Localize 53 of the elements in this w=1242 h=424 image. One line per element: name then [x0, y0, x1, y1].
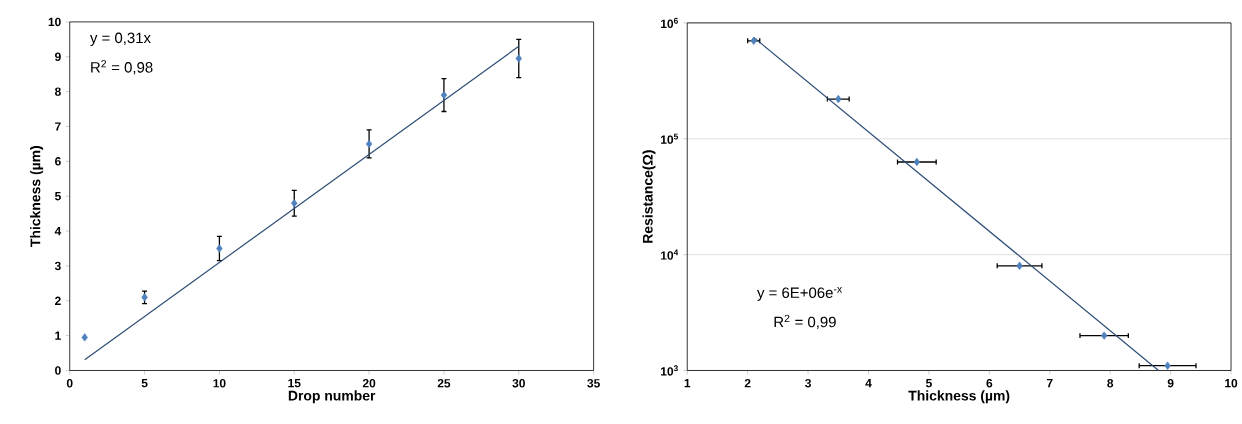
y-tick-label: 4	[54, 226, 62, 236]
x-tick-label: 8	[1107, 378, 1114, 388]
y-tick-label: 8	[54, 87, 61, 96]
y-tick-label: 10$^{4}$	[661, 249, 679, 260]
y-tick-label: 5	[54, 191, 61, 201]
annotation: y = 6E+06e$^{-x}$	[757, 286, 843, 301]
point	[365, 139, 373, 148]
point	[913, 157, 921, 167]
x-tick-label: 1	[684, 378, 691, 388]
x-tick-label: 25	[437, 378, 451, 388]
x-tick-label: 9	[1167, 378, 1174, 388]
point	[291, 198, 298, 208]
point	[515, 54, 522, 63]
x-tick-label: 4	[865, 378, 872, 388]
point	[440, 90, 448, 100]
y-tick-label: 10$^{6}$	[661, 17, 678, 28]
x-tick-label: 2	[744, 378, 751, 388]
point	[1164, 361, 1171, 370]
y-axis-title: Thickness (µm)	[30, 145, 44, 247]
x-tick-label: 30	[512, 378, 525, 388]
annotation: R$^{2}$ = 0,99	[774, 314, 836, 329]
point	[835, 94, 842, 104]
point	[750, 36, 757, 45]
point	[81, 333, 88, 342]
x-tick-label: 35	[587, 378, 600, 388]
point	[1100, 331, 1108, 340]
x-tick-label: 6	[986, 378, 993, 388]
y-tick-label: 6	[55, 156, 61, 166]
y-tick-label: 10$^{5}$	[661, 133, 679, 144]
y-tick-label: 0	[55, 366, 61, 375]
y-tick-label: 9	[55, 52, 61, 61]
point	[216, 244, 223, 253]
x-tick-label: 3	[805, 378, 811, 388]
x-axis-title: Drop number	[288, 390, 376, 404]
y-tick-label: 1	[55, 331, 61, 340]
y-tick-label: 10$^{3}$	[661, 365, 678, 376]
y-tick-label: 10	[48, 17, 61, 27]
y-tick-label: 2	[55, 296, 61, 305]
x-tick-label: 15	[288, 378, 301, 388]
x-tick-label: 5	[141, 378, 148, 388]
annotation: y = 0,31x	[89, 32, 151, 46]
point	[1016, 261, 1023, 270]
x-tick-label: 10	[1225, 378, 1238, 388]
y-axis-title: Resistance(Ω)	[642, 150, 656, 243]
x-axis-title: Thickness (µm)	[908, 390, 1010, 404]
x-tick-label: 0	[66, 378, 73, 388]
x-tick-label: 5	[925, 378, 932, 388]
x-tick-label: 10	[213, 378, 226, 388]
x-tick-label: 7	[1046, 378, 1053, 388]
x-tick-label: 20	[362, 378, 376, 388]
annotation: R$^{2}$ = 0,98	[91, 59, 153, 75]
y-tick-label: 3	[54, 261, 61, 271]
y-tick-label: 7	[55, 122, 61, 131]
